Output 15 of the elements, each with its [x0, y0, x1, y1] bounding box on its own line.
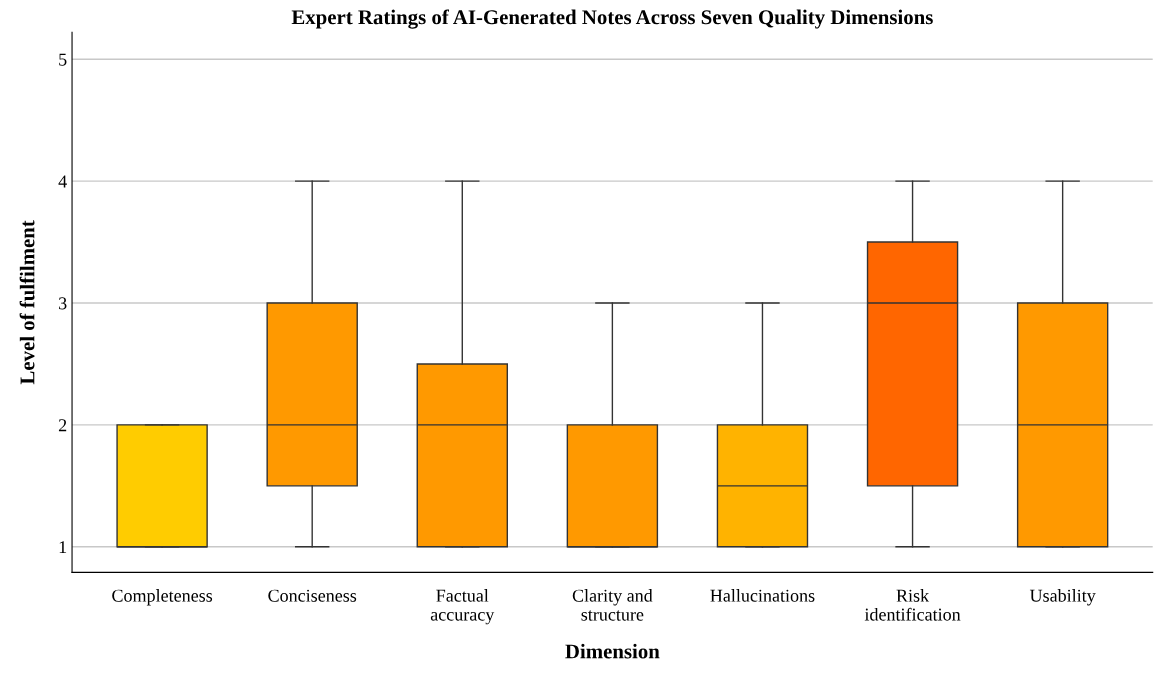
y-tick-label: 2	[58, 419, 67, 432]
chart-title: Expert Ratings of AI-Generated Notes Across Seven Quality Dimensions	[291, 9, 933, 29]
x-tick-label: Conciseness	[268, 589, 357, 602]
y-tick-label: 5	[59, 53, 67, 66]
y-tick-label: 3	[59, 297, 67, 310]
y-tick-label: 4	[58, 175, 67, 188]
x-tick-label: Risk identification	[864, 589, 961, 621]
y-tick-label: 1	[59, 541, 67, 554]
x-tick-label: Factual accuracy	[430, 589, 495, 625]
y-axis-title: Level of fulfilment	[19, 220, 35, 385]
x-tick-label: Hallucinations	[710, 589, 815, 602]
x-tick-label: Usability	[1029, 589, 1096, 606]
x-tick-label: Completeness	[112, 589, 213, 606]
x-tick-label: Clarity and structure	[572, 589, 653, 621]
x-axis-title: Dimension	[565, 643, 660, 659]
